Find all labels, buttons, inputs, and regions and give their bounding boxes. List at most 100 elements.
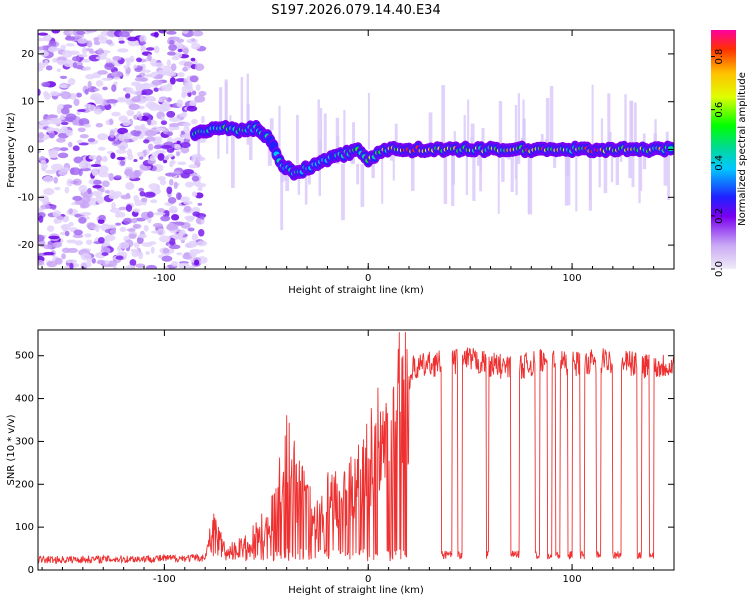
noise-blob [182, 168, 194, 175]
noise-blob [145, 95, 156, 102]
noise-blob [191, 191, 198, 198]
noise-blob [57, 152, 69, 159]
noise-blob [160, 116, 165, 121]
noise-blob [163, 265, 169, 269]
noise-blob [148, 183, 160, 190]
noise-blob [189, 101, 197, 106]
snr-y-ticks: 0 100 200 300 400 500 [15, 351, 674, 576]
noise-blob [64, 186, 70, 194]
noise-blob [65, 43, 75, 47]
noise-blob [153, 31, 159, 38]
noise-blob [151, 79, 163, 86]
noise-blob [120, 160, 126, 166]
noise-blob [169, 39, 175, 45]
noise-blob [183, 125, 190, 133]
noise-blob [166, 186, 173, 195]
noise-blob [184, 81, 193, 90]
noise-blob [189, 75, 199, 83]
noise-blob [128, 103, 140, 111]
noise-blob [100, 246, 111, 255]
noise-blob [124, 93, 131, 99]
noise-blob [93, 40, 101, 46]
noise-blob [198, 90, 207, 97]
noise-blob [110, 152, 116, 159]
noise-blob [186, 38, 198, 44]
noise-blob [157, 208, 165, 213]
noise-blob [176, 252, 183, 256]
noise-blob [50, 91, 59, 96]
noise-blob [65, 113, 77, 122]
noise-blob [133, 130, 141, 137]
noise-blob [143, 139, 150, 144]
noise-blob [169, 117, 181, 122]
noise-blob [131, 217, 138, 224]
noise-blob [93, 37, 100, 42]
noise-blob [73, 156, 83, 164]
y-tick-label: 200 [15, 479, 34, 490]
noise-blob [47, 225, 55, 232]
noise-blob [56, 68, 61, 73]
noise-blob [38, 215, 44, 223]
noise-blob [113, 127, 119, 134]
noise-blob [152, 62, 164, 67]
noise-blob [134, 77, 147, 82]
noise-blob [69, 167, 81, 176]
noise-blob [104, 234, 116, 242]
noise-blob [112, 265, 118, 269]
noise-blob [78, 54, 88, 58]
noise-blob [171, 261, 179, 267]
noise-blob [145, 251, 150, 255]
y-tick-label: 0 [28, 145, 34, 156]
noise-blob [65, 259, 78, 264]
y-tick-label: 10 [21, 97, 34, 108]
noise-blob [157, 98, 164, 103]
noise-blob [60, 107, 70, 115]
noise-blob [140, 83, 152, 90]
colorbar-tick-label: 0.6 [714, 102, 725, 118]
noise-blob [190, 42, 201, 50]
noise-blob [197, 186, 203, 192]
noise-blob [85, 74, 95, 80]
noise-blob [195, 183, 207, 188]
noise-blob [97, 146, 106, 151]
noise-blob [158, 254, 164, 259]
noise-blob [129, 259, 137, 267]
noise-blob [125, 192, 131, 198]
noise-blob [127, 36, 138, 42]
noise-blob [153, 145, 163, 150]
noise-blob [94, 96, 100, 104]
noise-blob [74, 240, 84, 246]
noise-blob [148, 241, 157, 245]
noise-blob [53, 176, 59, 184]
noise-blob [38, 194, 49, 203]
noise-blob [194, 95, 206, 103]
noise-blob [118, 36, 125, 41]
noise-blob [184, 181, 194, 188]
noise-blob [49, 117, 62, 125]
y-tick-label: -10 [18, 192, 34, 203]
noise-blob [57, 59, 65, 66]
noise-blob [200, 115, 205, 124]
noise-blob [97, 70, 108, 75]
y-tick-label: 20 [21, 49, 34, 60]
noise-blob [84, 88, 89, 95]
noise-blob [106, 98, 118, 104]
spectrogram-y-label: Frequency (Hz) [6, 112, 17, 188]
noise-blob [108, 173, 114, 181]
noise-blob [71, 56, 81, 62]
noise-blob [169, 237, 176, 246]
noise-blob [135, 263, 146, 268]
noise-blob [191, 175, 200, 182]
noise-blob [181, 111, 187, 118]
noise-blob [82, 66, 92, 71]
noise-blob [132, 169, 142, 178]
noise-blob [76, 139, 83, 144]
noise-blob [93, 108, 103, 115]
noise-blob [67, 78, 76, 86]
noise-blob [125, 168, 133, 176]
noise-blob [78, 184, 88, 193]
noise-blob [166, 59, 172, 67]
noise-blob [144, 129, 157, 137]
noise-blob [157, 153, 165, 161]
noise-blob [60, 44, 67, 51]
